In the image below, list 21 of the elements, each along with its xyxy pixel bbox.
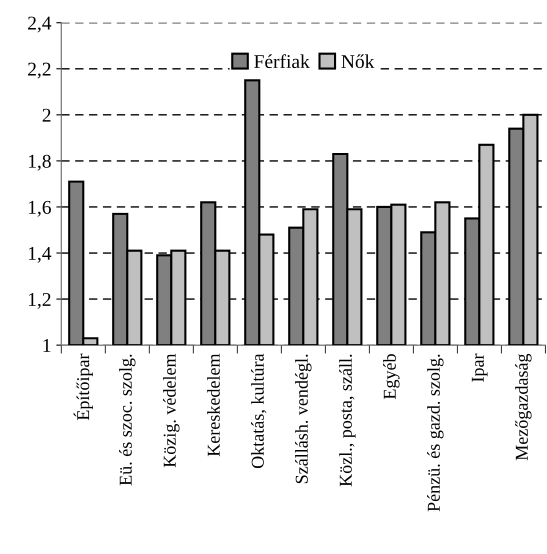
- y-tick-label: 1: [44, 339, 50, 352]
- x-tick-label: Építőipar: [74, 354, 93, 420]
- x-tick-label: Szállásh. vendégl.: [295, 354, 312, 484]
- y-tick-label: 2: [42, 108, 50, 122]
- legend-label: Nők: [341, 54, 374, 68]
- x-tick-label: Pénzü. és gazd. szolg.: [427, 354, 444, 512]
- y-tick-label: 2,4: [28, 16, 52, 32]
- x-tick-label: Közl., posta, száll.: [339, 354, 356, 486]
- y-tick-label: 1,8: [28, 154, 51, 171]
- x-tick-label: Eü. és szoc. szolg.: [119, 354, 136, 486]
- y-tick-label: 2,2: [28, 62, 50, 79]
- y-tick-label: 1,4: [28, 246, 52, 263]
- x-tick-label: Közig. védelem: [163, 354, 180, 468]
- x-tick-label: Kereskedelem: [207, 354, 220, 456]
- x-tick-label: Egyéb: [383, 354, 400, 400]
- y-tick-label: 1,6: [28, 200, 51, 217]
- y-tick-label: 1,2: [28, 292, 50, 309]
- x-tick-label: Oktatás, kultúra: [251, 354, 266, 468]
- x-tick-label: Ipar: [472, 354, 488, 382]
- x-tick-label: Mezőgazdaság: [515, 354, 532, 460]
- legend-label: Férfiak: [254, 54, 310, 68]
